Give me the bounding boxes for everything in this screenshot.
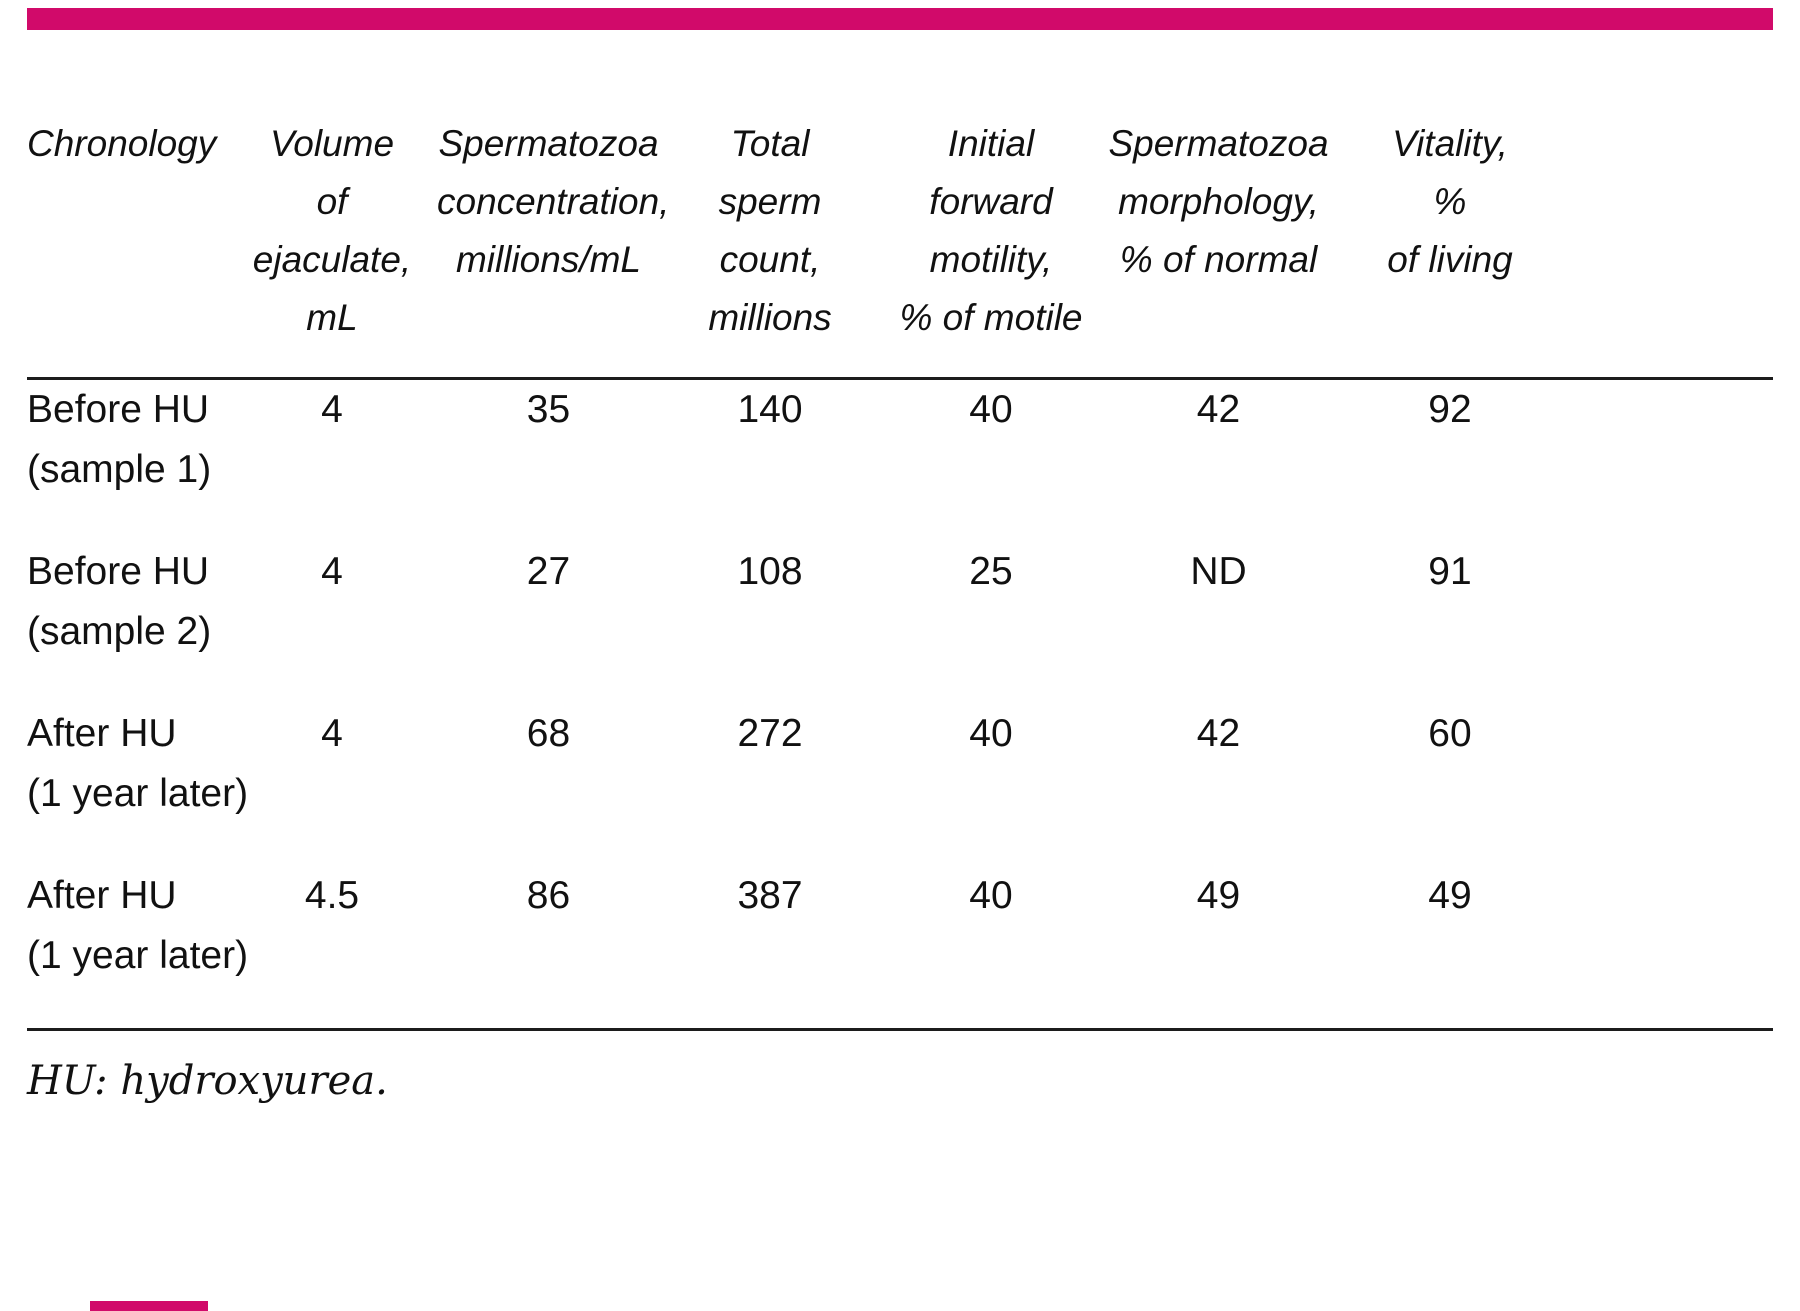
- footer-divider-rule: [27, 1028, 1773, 1031]
- column-header-morphology: Spermatozoa morphology, % of normal: [1108, 123, 1329, 280]
- table-cell: 4: [321, 550, 343, 593]
- table-cell: 68: [526, 712, 571, 755]
- table-cell: 49: [1196, 874, 1241, 917]
- table-cell: ND: [1190, 550, 1247, 593]
- table-cell: 42: [1196, 388, 1241, 431]
- column-header-concentration: Spermatozoa concentration, millions/mL: [437, 123, 670, 280]
- top-accent-bar: [27, 8, 1773, 30]
- table-header-row: Chronology Volume of ejaculate, mL Sperm…: [27, 115, 1773, 347]
- table-cell: 35: [526, 388, 571, 431]
- table-cell: 40: [969, 388, 1013, 431]
- table-cell: 40: [969, 874, 1013, 917]
- table-cell: 49: [1428, 874, 1472, 917]
- column-header-volume: Volume of ejaculate, mL: [252, 123, 412, 338]
- row-label: After HU (1 year later): [27, 874, 249, 977]
- table-cell: 92: [1428, 388, 1472, 431]
- table-cell: 86: [526, 874, 571, 917]
- bottom-accent-bar-fragment: [90, 1301, 208, 1311]
- row-label: After HU (1 year later): [27, 712, 249, 815]
- column-header-vitality: Vitality, % of living: [1387, 123, 1513, 280]
- table-row: After HU (1 year later) 4 68 272 40 42 6…: [27, 704, 1773, 824]
- table-row: Before HU (sample 1) 4 35 140 40 42 92: [27, 380, 1773, 500]
- table-row: After HU (1 year later) 4.5 86 387 40 49…: [27, 866, 1773, 986]
- table-cell: 42: [1196, 712, 1241, 755]
- table-cell: 140: [737, 388, 803, 431]
- semen-analysis-table: Chronology Volume of ejaculate, mL Sperm…: [27, 30, 1773, 1105]
- row-label: Before HU (sample 1): [27, 388, 212, 491]
- table-cell: 60: [1428, 712, 1472, 755]
- header-divider-rule: [27, 377, 1773, 380]
- table-cell: 4: [321, 388, 343, 431]
- table-row: Before HU (sample 2) 4 27 108 25 ND 91: [27, 542, 1773, 662]
- table-cell: 91: [1428, 550, 1472, 593]
- table-cell: 4.5: [304, 874, 360, 917]
- table-cell: 387: [737, 874, 803, 917]
- table-cell: 40: [969, 712, 1013, 755]
- row-label: Before HU (sample 2): [27, 550, 212, 653]
- column-header-chronology: Chronology: [27, 123, 217, 164]
- table-cell: 4: [321, 712, 343, 755]
- table-cell: 272: [737, 712, 803, 755]
- table-footnote: HU: hydroxyurea.: [27, 1058, 388, 1104]
- table-cell: 27: [526, 550, 571, 593]
- column-header-total-count: Total sperm count, millions: [708, 123, 832, 338]
- table-cell: 25: [969, 550, 1013, 593]
- column-header-motility: Initial forward motility, % of motile: [899, 123, 1083, 338]
- table-cell: 108: [737, 550, 803, 593]
